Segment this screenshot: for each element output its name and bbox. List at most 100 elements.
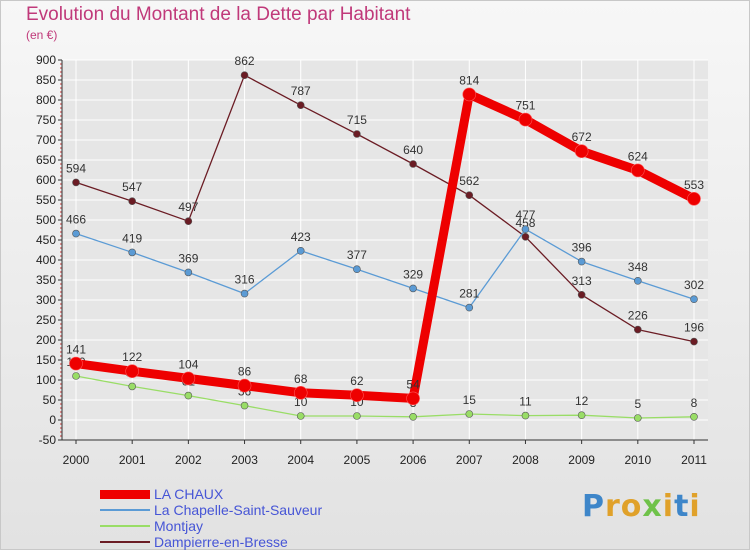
data-label-la-chaux: 86 xyxy=(238,365,252,379)
legend-label: La Chapelle-Saint-Sauveur xyxy=(154,502,323,518)
data-point-montjay xyxy=(353,412,361,420)
data-point-la-chaux xyxy=(350,388,364,403)
data-point-dampierre-en-bresse xyxy=(240,71,249,79)
data-point-la-chapelle-saint-sauveur xyxy=(577,257,586,266)
data-point-la-chaux xyxy=(69,356,83,371)
legend-swatch xyxy=(100,525,150,527)
data-label-la-chapelle-saint-sauveur: 477 xyxy=(515,208,535,222)
y-tick-label: 450 xyxy=(36,233,56,247)
data-label-la-chapelle-saint-sauveur: 302 xyxy=(684,278,704,292)
data-label-montjay: 8 xyxy=(691,396,698,410)
data-label-la-chapelle-saint-sauveur: 377 xyxy=(347,248,367,262)
x-tick-label: 2008 xyxy=(512,453,539,467)
data-point-montjay xyxy=(240,401,249,410)
series-line-la-chapelle-saint-sauveur xyxy=(75,228,695,309)
data-point-la-chapelle-saint-sauveur xyxy=(521,225,530,233)
data-point-dampierre-en-bresse xyxy=(634,325,642,334)
y-tick-label: 150 xyxy=(36,353,56,367)
legend-item-la-chaux: LA CHAUX xyxy=(100,486,322,502)
y-tick-label: 600 xyxy=(36,173,56,187)
data-label-la-chaux: 814 xyxy=(459,73,479,87)
data-point-la-chapelle-saint-sauveur xyxy=(634,276,642,285)
data-label-la-chaux: 624 xyxy=(628,149,648,163)
data-label-montjay: 5 xyxy=(634,397,641,411)
data-label-dampierre-en-bresse: 862 xyxy=(235,54,255,68)
data-label-la-chapelle-saint-sauveur: 316 xyxy=(235,273,255,287)
chart-title: Evolution du Montant de la Dette par Hab… xyxy=(26,4,411,25)
x-tick-label: 2001 xyxy=(119,453,146,467)
series-line-dampierre-en-bresse xyxy=(75,74,695,343)
data-label-dampierre-en-bresse: 640 xyxy=(403,143,423,157)
data-label-la-chapelle-saint-sauveur: 466 xyxy=(66,213,86,227)
data-label-la-chaux: 141 xyxy=(66,343,86,357)
data-point-la-chapelle-saint-sauveur xyxy=(465,303,474,312)
data-label-la-chapelle-saint-sauveur: 369 xyxy=(178,251,198,265)
legend-swatch xyxy=(100,541,150,543)
data-point-montjay xyxy=(577,411,586,420)
data-point-la-chapelle-saint-sauveur xyxy=(128,248,136,257)
data-label-dampierre-en-bresse: 787 xyxy=(291,84,311,98)
data-label-montjay: 11 xyxy=(519,395,532,409)
data-point-montjay xyxy=(128,382,136,391)
data-label-la-chaux: 62 xyxy=(350,374,364,388)
y-tick-label: 350 xyxy=(36,273,56,287)
x-tick-label: 2006 xyxy=(400,453,427,467)
data-point-la-chapelle-saint-sauveur xyxy=(353,265,361,274)
y-tick-label: 900 xyxy=(36,53,56,67)
y-tick-label: 500 xyxy=(36,213,56,227)
y-tick-label: 750 xyxy=(36,113,56,127)
data-point-la-chaux xyxy=(125,364,139,379)
series-line-montjay xyxy=(75,375,695,419)
y-tick-label: 550 xyxy=(36,193,56,207)
data-point-montjay xyxy=(184,391,193,400)
data-point-la-chapelle-saint-sauveur xyxy=(409,284,417,293)
data-label-la-chaux: 751 xyxy=(515,99,535,113)
data-label-dampierre-en-bresse: 715 xyxy=(347,113,367,127)
y-tick-label: 100 xyxy=(36,373,56,387)
data-label-dampierre-en-bresse: 226 xyxy=(628,309,648,323)
series-line-la-chaux xyxy=(71,89,699,403)
data-point-la-chaux xyxy=(687,192,701,206)
x-tick-label: 2010 xyxy=(624,453,651,467)
data-point-la-chapelle-saint-sauveur xyxy=(72,229,80,238)
data-point-la-chaux xyxy=(406,391,420,406)
data-label-dampierre-en-bresse: 594 xyxy=(66,161,86,175)
data-point-montjay xyxy=(634,414,642,422)
data-point-dampierre-en-bresse xyxy=(128,197,136,205)
legend: LA CHAUX La Chapelle-Saint-Sauveur Montjay… xyxy=(100,486,322,550)
data-point-la-chapelle-saint-sauveur xyxy=(240,289,249,298)
legend-label: Montjay xyxy=(154,518,204,534)
data-point-dampierre-en-bresse xyxy=(465,191,474,199)
proxiti-logo: Proxiti xyxy=(582,489,701,524)
data-label-dampierre-en-bresse: 313 xyxy=(572,274,592,288)
y-tick-label: 0 xyxy=(49,413,56,427)
legend-item-la-chapelle-saint-sauveur: La Chapelle-Saint-Sauveur xyxy=(100,502,322,518)
data-label-dampierre-en-bresse: 196 xyxy=(684,321,704,335)
data-point-montjay xyxy=(72,372,80,380)
data-point-dampierre-en-bresse xyxy=(296,101,305,109)
data-label-la-chaux: 553 xyxy=(684,178,704,192)
data-label-la-chapelle-saint-sauveur: 423 xyxy=(291,230,311,244)
data-label-la-chaux: 54 xyxy=(406,377,420,391)
x-tick-label: 2005 xyxy=(344,453,371,467)
data-label-dampierre-en-bresse: 497 xyxy=(178,200,198,214)
y-tick-label: 50 xyxy=(43,393,57,407)
data-label-dampierre-en-bresse: 547 xyxy=(122,180,142,194)
data-label-montjay: 15 xyxy=(463,393,477,407)
data-label-la-chaux: 104 xyxy=(178,357,198,371)
data-label-dampierre-en-bresse: 562 xyxy=(459,174,479,188)
data-point-la-chaux xyxy=(181,371,196,386)
y-tick-label: 250 xyxy=(36,313,56,327)
data-point-la-chapelle-saint-sauveur xyxy=(690,295,698,304)
data-point-montjay xyxy=(296,412,305,420)
data-label-la-chapelle-saint-sauveur: 329 xyxy=(403,267,423,281)
data-point-montjay xyxy=(690,412,698,421)
data-point-dampierre-en-bresse xyxy=(521,233,530,241)
data-point-dampierre-en-bresse xyxy=(184,217,193,225)
plot-area xyxy=(62,60,708,440)
y-tick-label: 300 xyxy=(36,293,56,307)
data-point-dampierre-en-bresse xyxy=(577,290,586,299)
data-label-la-chaux: 672 xyxy=(572,130,592,144)
data-point-montjay xyxy=(521,411,530,420)
